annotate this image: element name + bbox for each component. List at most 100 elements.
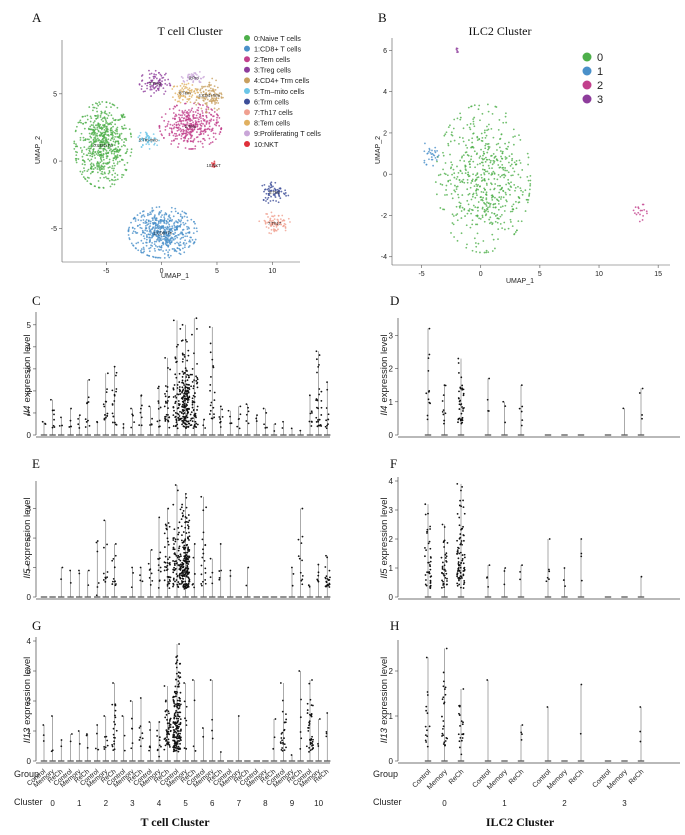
umap-point xyxy=(120,125,123,128)
umap-point xyxy=(284,192,287,194)
expression-point xyxy=(317,574,320,577)
umap-point xyxy=(95,117,98,120)
expression-point xyxy=(97,748,100,751)
umap-point xyxy=(152,255,154,258)
expression-point xyxy=(181,379,184,382)
umap-point xyxy=(94,166,97,169)
umap-point xyxy=(214,132,217,135)
expression-point xyxy=(179,569,182,571)
umap-point xyxy=(492,238,495,241)
expression-point xyxy=(150,423,153,426)
expression-point xyxy=(178,547,180,550)
umap-point xyxy=(499,206,502,208)
umap-point xyxy=(195,103,198,106)
umap-point xyxy=(187,112,190,114)
umap-point xyxy=(153,229,156,232)
umap-point xyxy=(158,71,160,74)
umap-point xyxy=(129,155,132,157)
expression-point xyxy=(429,525,432,528)
umap-point xyxy=(270,195,272,198)
umap-point xyxy=(153,87,155,90)
umap-point xyxy=(116,106,119,109)
umap-point xyxy=(101,170,104,173)
expression-point xyxy=(315,350,318,353)
expression-point xyxy=(461,486,464,488)
expression-point xyxy=(245,584,248,587)
expression-point xyxy=(462,388,465,391)
umap-point xyxy=(182,236,185,239)
umap-point xyxy=(167,78,170,81)
expression-point xyxy=(426,528,429,531)
expression-point xyxy=(299,571,302,574)
expression-point xyxy=(318,718,321,720)
expression-point xyxy=(172,387,175,390)
umap-point xyxy=(158,83,161,86)
expression-point xyxy=(281,747,284,749)
umap-point xyxy=(462,154,465,157)
expression-point xyxy=(641,387,644,390)
expression-point xyxy=(150,548,153,551)
expression-point xyxy=(326,381,328,384)
expression-point xyxy=(177,702,180,705)
violin-group xyxy=(544,538,552,598)
cluster-10-points xyxy=(210,160,217,169)
umap-point xyxy=(205,111,207,114)
umap-point xyxy=(461,172,464,175)
umap-point xyxy=(478,138,481,140)
expression-point xyxy=(185,369,188,372)
umap-point xyxy=(195,96,198,99)
umap-point xyxy=(124,152,127,155)
expression-point xyxy=(443,539,446,542)
violin-group xyxy=(155,385,163,436)
expression-point xyxy=(168,746,171,748)
umap-point xyxy=(99,169,102,172)
umap-point xyxy=(183,223,185,226)
expression-point xyxy=(167,710,170,713)
umap-point xyxy=(149,211,152,214)
expression-point xyxy=(185,408,188,411)
umap-point xyxy=(166,84,168,86)
umap-point xyxy=(81,115,84,118)
umap-point xyxy=(637,211,640,214)
umap-point xyxy=(214,97,217,100)
umap-point xyxy=(202,85,205,88)
umap-point xyxy=(472,123,475,125)
expression-point xyxy=(184,516,187,518)
umap-point xyxy=(90,117,93,120)
expression-point xyxy=(457,570,459,572)
umap-point xyxy=(170,127,173,130)
umap-point xyxy=(168,108,171,110)
umap-point xyxy=(102,153,105,155)
umap-point xyxy=(442,168,444,171)
umap-point xyxy=(471,195,474,198)
umap-point xyxy=(188,73,191,76)
expression-point xyxy=(168,416,170,419)
umap-point xyxy=(154,224,157,227)
umap-point xyxy=(482,164,485,167)
umap-point xyxy=(483,169,486,171)
umap-point xyxy=(195,227,198,230)
expression-point xyxy=(562,579,565,581)
expression-point xyxy=(179,327,182,330)
violin-group xyxy=(163,507,172,598)
expression-point xyxy=(318,388,321,390)
expression-point xyxy=(462,525,464,528)
expression-point xyxy=(238,417,240,420)
umap-point xyxy=(453,236,455,238)
expression-point xyxy=(180,565,183,567)
umap-point xyxy=(526,152,529,155)
umap-point xyxy=(111,165,114,167)
umap-point xyxy=(78,121,81,124)
umap-point xyxy=(213,107,216,110)
umap-point xyxy=(472,120,475,123)
expression-point xyxy=(173,736,175,739)
expression-point xyxy=(548,570,551,573)
umap-point xyxy=(193,128,196,130)
expression-point xyxy=(166,386,169,388)
legend-swatch xyxy=(582,52,592,62)
umap-point xyxy=(102,187,105,189)
expression-point xyxy=(187,354,190,357)
expression-point xyxy=(457,557,460,560)
umap-point xyxy=(110,137,113,140)
umap-point xyxy=(171,248,174,250)
